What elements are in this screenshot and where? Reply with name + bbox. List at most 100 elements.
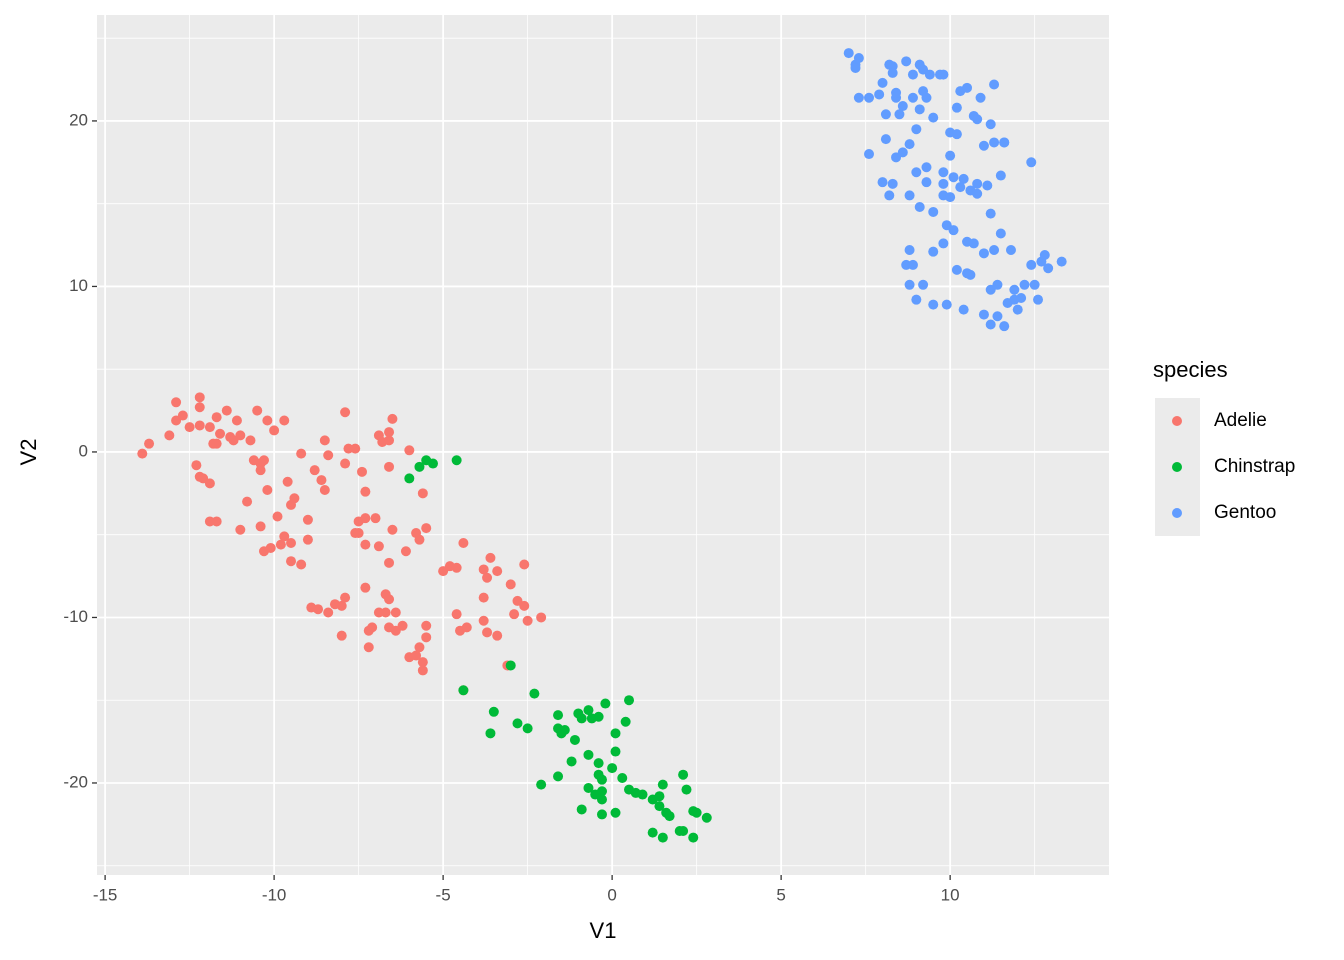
- point: [191, 460, 202, 471]
- point: [975, 92, 986, 103]
- point: [921, 162, 932, 173]
- point: [907, 92, 918, 103]
- point: [962, 82, 973, 93]
- point: [907, 69, 918, 80]
- point: [1026, 259, 1037, 270]
- point: [701, 812, 712, 823]
- point: [319, 435, 330, 446]
- point: [384, 435, 395, 446]
- point: [458, 685, 469, 696]
- point: [279, 531, 290, 542]
- point: [928, 206, 939, 217]
- point: [938, 178, 949, 189]
- legend-key: [1172, 416, 1182, 426]
- point: [296, 448, 307, 459]
- point: [417, 665, 428, 676]
- point: [340, 407, 351, 418]
- x-tick-label: 0: [607, 885, 616, 904]
- point: [367, 622, 378, 633]
- point: [593, 711, 604, 722]
- point: [492, 566, 503, 577]
- point: [302, 514, 313, 525]
- x-tick-label: -10: [262, 885, 287, 904]
- legend-key: [1172, 508, 1182, 518]
- point: [373, 541, 384, 552]
- point: [1009, 284, 1020, 295]
- point: [914, 201, 925, 212]
- point: [911, 124, 922, 135]
- point: [559, 725, 570, 736]
- point: [360, 486, 371, 497]
- point: [972, 178, 983, 189]
- point: [421, 632, 432, 643]
- x-tick-label: 5: [776, 885, 785, 904]
- legend-title: species: [1153, 357, 1228, 382]
- point: [404, 445, 415, 456]
- point: [522, 723, 533, 734]
- point: [600, 698, 611, 709]
- point: [955, 182, 966, 193]
- point: [647, 827, 658, 838]
- y-tick-label: -20: [63, 772, 88, 791]
- point: [397, 620, 408, 631]
- point: [478, 592, 489, 603]
- point: [1016, 293, 1027, 304]
- point: [286, 556, 297, 567]
- point: [231, 415, 242, 426]
- point: [904, 245, 915, 256]
- point: [275, 539, 286, 550]
- point: [853, 53, 864, 64]
- point: [982, 180, 993, 191]
- point: [904, 190, 915, 201]
- point: [245, 435, 256, 446]
- point: [427, 458, 438, 469]
- point: [657, 779, 668, 790]
- point: [874, 89, 885, 100]
- point: [282, 476, 293, 487]
- point: [509, 609, 520, 620]
- y-axis-label: V2: [16, 439, 41, 466]
- point: [978, 309, 989, 320]
- point: [657, 832, 668, 843]
- point: [417, 657, 428, 668]
- point: [924, 69, 935, 80]
- point: [451, 455, 462, 466]
- point: [928, 112, 939, 123]
- point: [265, 542, 276, 553]
- point: [204, 478, 215, 489]
- point: [596, 794, 607, 805]
- point: [235, 430, 246, 441]
- point: [478, 564, 489, 575]
- point: [336, 600, 347, 611]
- point: [323, 607, 334, 618]
- point: [877, 177, 888, 188]
- point: [319, 485, 330, 496]
- point: [911, 294, 922, 305]
- point: [972, 114, 983, 125]
- point: [985, 319, 996, 330]
- legend-label: Adelie: [1214, 410, 1267, 431]
- point: [921, 92, 932, 103]
- point: [1019, 279, 1030, 290]
- point: [999, 321, 1010, 332]
- point: [215, 428, 226, 439]
- point: [948, 225, 959, 236]
- point: [417, 488, 428, 499]
- point: [296, 559, 307, 570]
- point: [211, 516, 222, 527]
- point: [958, 304, 969, 315]
- point: [144, 438, 155, 449]
- y-tick-label: 0: [79, 441, 88, 460]
- point: [992, 279, 1003, 290]
- point: [380, 607, 391, 618]
- point: [583, 782, 594, 793]
- point: [485, 728, 496, 739]
- point: [843, 48, 854, 59]
- point: [313, 604, 324, 615]
- point: [968, 238, 979, 249]
- point: [989, 137, 1000, 148]
- point: [951, 264, 962, 275]
- point: [421, 523, 432, 534]
- y-tick-label: -10: [63, 607, 88, 626]
